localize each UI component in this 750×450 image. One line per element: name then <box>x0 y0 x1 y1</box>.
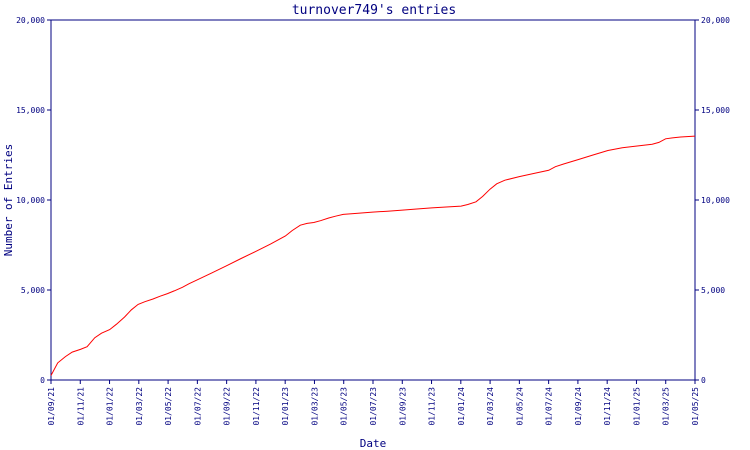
y-axis-label: Number of Entries <box>2 144 15 257</box>
x-tick-label: 01/03/23 <box>310 387 319 426</box>
x-tick-label: 01/05/24 <box>515 387 524 426</box>
x-tick-label: 01/05/23 <box>340 387 349 426</box>
x-tick-label: 01/09/22 <box>223 387 232 426</box>
y-tick-label-left: 5,000 <box>21 286 45 295</box>
x-tick-label: 01/09/21 <box>47 387 56 426</box>
y-tick-label-right: 10,000 <box>701 196 730 205</box>
x-tick-label: 01/09/24 <box>574 387 583 426</box>
x-tick-label: 01/09/23 <box>398 387 407 426</box>
series-line <box>50 135 696 376</box>
x-tick-label: 01/05/25 <box>691 387 700 426</box>
x-tick-label: 01/03/25 <box>662 387 671 426</box>
y-tick-label-left: 20,000 <box>16 16 45 25</box>
x-tick-label: 01/11/24 <box>603 387 612 426</box>
x-tick-label: 01/11/23 <box>428 387 437 426</box>
x-tick-label: 01/11/22 <box>252 387 261 426</box>
y-tick-label-left: 10,000 <box>16 196 45 205</box>
y-tick-label-left: 0 <box>40 376 45 385</box>
x-tick-label: 01/05/22 <box>164 387 173 426</box>
y-axis-left: 0 5,000 10,000 15,000 20,000 <box>16 16 51 385</box>
x-tick-label: 01/07/24 <box>545 387 554 426</box>
x-axis-label: Date <box>360 437 387 450</box>
plot-area <box>50 19 696 381</box>
y-tick-label-left: 15,000 <box>16 106 45 115</box>
y-tick-label-right: 0 <box>701 376 706 385</box>
x-tick-label: 01/07/22 <box>193 387 202 426</box>
y-tick-label-right: 5,000 <box>701 286 725 295</box>
y-tick-label-right: 20,000 <box>701 16 730 25</box>
y-tick-label-right: 15,000 <box>701 106 730 115</box>
x-axis: 01/09/21 01/11/21 01/01/22 01/03/22 01/05/22… <box>47 380 700 426</box>
x-tick-label: 01/01/22 <box>106 387 115 426</box>
chart-title: turnover749's entries <box>292 3 456 18</box>
y-axis-right: 0 5,000 10,000 15,000 20,000 <box>695 16 730 385</box>
x-tick-label: 01/11/21 <box>76 387 85 426</box>
x-tick-label: 01/01/23 <box>281 387 290 426</box>
x-tick-label: 01/07/23 <box>369 387 378 426</box>
x-tick-label: 01/01/25 <box>632 387 641 426</box>
x-tick-label: 01/03/22 <box>135 387 144 426</box>
x-tick-label: 01/01/24 <box>457 387 466 426</box>
x-tick-label: 01/03/24 <box>486 387 495 426</box>
